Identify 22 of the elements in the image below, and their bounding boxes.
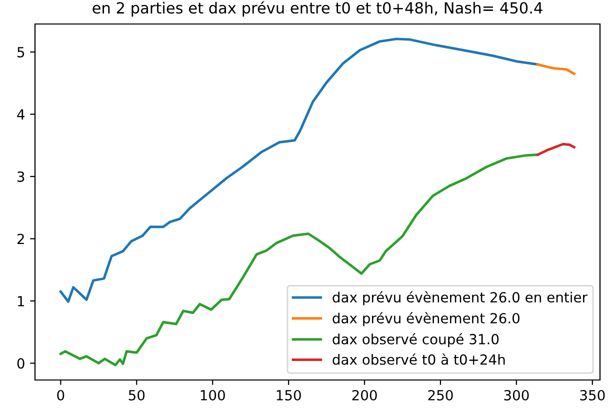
y-tick-label: 3	[18, 171, 24, 182]
x-tick-label: 350	[580, 390, 605, 400]
line-series	[59, 153, 539, 366]
legend-label: dax observé t0 à t0+24h	[332, 354, 505, 365]
x-tick-label: 100	[200, 390, 225, 400]
legend-label: dax prévu évènement 26.0 en entier	[332, 291, 588, 306]
x-tick-label: 300	[504, 390, 529, 400]
line-series	[536, 142, 576, 156]
legend-label: dax observé coupé 31.0	[332, 333, 499, 348]
x-tick-label: 250	[428, 390, 453, 400]
x-tick-label: 150	[276, 390, 301, 400]
chart-title: en 2 parties et dax prévu entre t0 et t0+48h, Nash= 450.4	[92, 1, 542, 17]
y-tick-label: 2	[17, 234, 24, 244]
y-tick-label: 5	[18, 47, 24, 58]
x-tick-label: 50	[128, 390, 145, 400]
y-tick-label: 1	[18, 296, 24, 306]
line-series	[536, 63, 576, 76]
legend-label: dax prévu évènement 26.0	[332, 312, 520, 326]
x-tick-label: 0	[57, 390, 64, 400]
y-tick-label: 0	[17, 358, 24, 369]
y-tick-label: 4	[17, 109, 24, 120]
x-tick-label: 200	[352, 390, 377, 400]
